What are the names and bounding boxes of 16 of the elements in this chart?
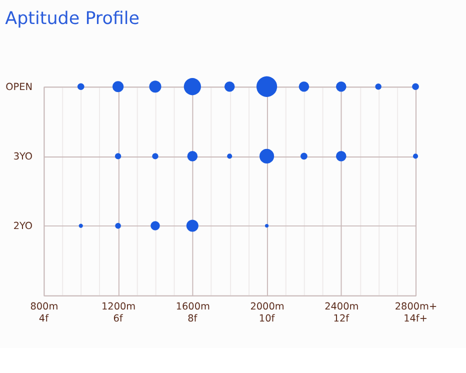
y-tick-label: 2YO — [13, 221, 33, 232]
x2-tick-label: 10f — [258, 314, 276, 325]
x-tick-label: 2000m — [250, 301, 284, 312]
x2-tick-label: 6f — [113, 314, 124, 325]
x-tick-label: 2400m — [324, 301, 359, 312]
x-tick-label: 2800m+ — [394, 301, 438, 312]
x-tick-label: 1600m — [176, 301, 210, 312]
x-tick-label: 1200m — [101, 301, 136, 312]
chart-title: Aptitude Profile — [5, 8, 140, 29]
y-tick-label: 3YO — [13, 152, 33, 163]
x2-tick-label: 8f — [188, 314, 198, 325]
x-tick-label: 800m — [30, 301, 58, 312]
x2-tick-label: 14f+ — [404, 314, 428, 325]
x2-tick-label: 4f — [38, 314, 50, 325]
x2-tick-label: 12f — [333, 314, 350, 325]
y-tick-label: OPEN — [6, 82, 33, 94]
